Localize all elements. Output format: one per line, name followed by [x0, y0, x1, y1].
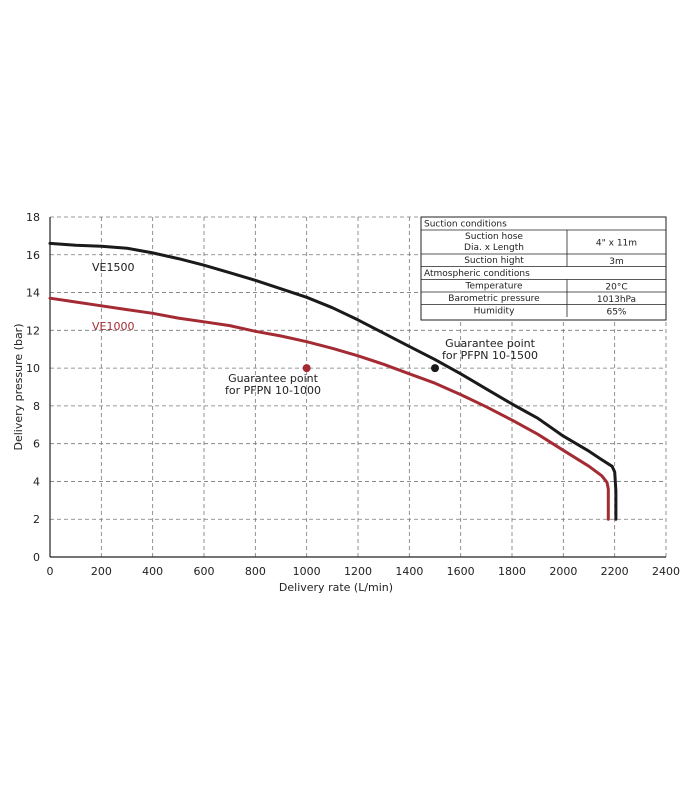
x-axis-label: Delivery rate (L/min): [279, 581, 393, 594]
x-tick-label: 2000: [549, 565, 577, 578]
y-tick-label: 10: [26, 362, 40, 375]
table-row-label: Suction hight: [464, 256, 524, 266]
y-tick-label: 12: [26, 324, 40, 337]
y-tick-label: 0: [33, 551, 40, 564]
x-tick-label: 600: [194, 565, 215, 578]
x-tick-label: 400: [142, 565, 163, 578]
guarantee-point-marker: [431, 364, 439, 373]
guarantee-point-label: for PFPN 10-1000: [225, 384, 321, 397]
y-axis-label: Delivery pressure (bar): [12, 324, 25, 451]
table-row-value: 3m: [609, 257, 624, 267]
y-tick-label: 16: [26, 249, 40, 262]
series-line-ve1500: [48, 241, 618, 521]
x-tick-label: 0: [47, 565, 54, 578]
series-label-ve1000: VE1000: [92, 320, 134, 333]
x-tick-label: 200: [91, 565, 112, 578]
table-section-header: Suction conditions: [424, 220, 507, 230]
y-tick-label: 14: [26, 287, 40, 300]
x-tick-label: 1200: [344, 565, 372, 578]
table-row-label: Temperature: [464, 282, 522, 292]
guarantee-point-marker: [302, 364, 311, 373]
table-section-header: Atmospheric conditions: [424, 269, 530, 279]
guarantee-point-label: Guarantee point: [445, 337, 536, 350]
y-tick-label: 6: [33, 438, 40, 451]
x-tick-label: 1400: [395, 565, 423, 578]
table-row-label: Barometric pressure: [448, 294, 540, 304]
table-row-value: 4" x 11m: [596, 239, 637, 249]
table-row-value: 1013hPa: [597, 295, 636, 305]
x-tick-label: 800: [245, 565, 266, 578]
x-tick-label: 1800: [498, 565, 526, 578]
series-line-ve1000: [48, 296, 610, 521]
x-tick-label: 1000: [293, 565, 321, 578]
table-row-value: 65%: [606, 307, 626, 317]
y-tick-label: 8: [33, 400, 40, 413]
y-tick-label: 18: [26, 211, 40, 224]
x-tick-label: 2200: [601, 565, 629, 578]
series-label-ve1500: VE1500: [92, 261, 134, 274]
guarantee-point-label: Guarantee point: [228, 372, 319, 385]
table-row-label: Dia. x Length: [464, 243, 524, 253]
conditions-table: [420, 216, 667, 321]
x-tick-label: 1600: [447, 565, 475, 578]
table-row-value: 20°C: [605, 282, 627, 292]
guarantee-point-label: for PFPN 10-1500: [442, 349, 538, 362]
table-row-label: Suction hose: [465, 232, 523, 242]
table-row-label: Humidity: [474, 307, 515, 317]
y-tick-label: 2: [33, 513, 40, 526]
x-tick-label: 2400: [652, 565, 680, 578]
y-tick-label: 4: [33, 475, 40, 488]
